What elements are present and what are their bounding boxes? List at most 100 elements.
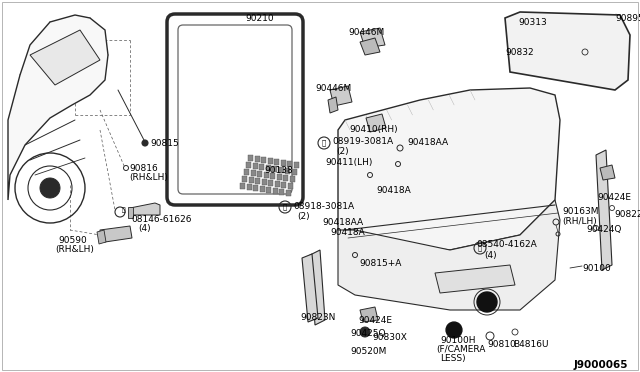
- Text: B4816U: B4816U: [513, 340, 548, 349]
- Text: (F/CAMERA: (F/CAMERA: [436, 345, 485, 354]
- Text: 90446M: 90446M: [348, 28, 384, 37]
- Text: 90590: 90590: [58, 236, 87, 245]
- Bar: [253, 185, 258, 190]
- Text: 90895: 90895: [615, 14, 640, 23]
- Text: 90100: 90100: [582, 264, 611, 273]
- Text: (4): (4): [484, 251, 497, 260]
- Text: 90425Q: 90425Q: [350, 329, 385, 338]
- Polygon shape: [100, 226, 132, 242]
- Bar: [281, 182, 286, 187]
- Bar: [255, 178, 260, 183]
- FancyBboxPatch shape: [178, 25, 292, 194]
- Polygon shape: [366, 114, 386, 132]
- Bar: [274, 159, 279, 164]
- Bar: [272, 166, 277, 171]
- Text: (2): (2): [336, 147, 349, 156]
- Text: 08540-4162A: 08540-4162A: [476, 240, 537, 249]
- Polygon shape: [338, 88, 560, 250]
- Text: 90830X: 90830X: [372, 333, 407, 342]
- Bar: [268, 158, 273, 164]
- Text: (RH/LH): (RH/LH): [562, 217, 596, 226]
- Bar: [278, 167, 284, 173]
- Bar: [279, 189, 284, 195]
- Circle shape: [360, 327, 370, 337]
- Text: 90411(LH): 90411(LH): [325, 158, 372, 167]
- Text: 08919-3081A: 08919-3081A: [332, 137, 393, 146]
- Text: 90446M: 90446M: [315, 84, 351, 93]
- Polygon shape: [360, 38, 380, 55]
- Text: 90424Q: 90424Q: [586, 225, 621, 234]
- Bar: [287, 161, 292, 167]
- Text: 90313: 90313: [518, 18, 547, 27]
- Text: J9000065: J9000065: [573, 360, 628, 370]
- Bar: [285, 168, 290, 173]
- Bar: [248, 177, 253, 183]
- Bar: [264, 172, 269, 177]
- Bar: [268, 180, 273, 186]
- Polygon shape: [310, 250, 325, 325]
- Circle shape: [477, 292, 497, 312]
- Bar: [266, 165, 271, 170]
- Bar: [255, 156, 259, 161]
- Bar: [246, 162, 251, 167]
- Text: 90823N: 90823N: [300, 313, 335, 322]
- Bar: [248, 155, 253, 160]
- Text: LESS): LESS): [440, 354, 466, 363]
- Polygon shape: [97, 230, 106, 244]
- Text: 90520M: 90520M: [350, 347, 387, 356]
- Text: 08146-61626: 08146-61626: [131, 215, 191, 224]
- Text: Ⓡ: Ⓡ: [122, 207, 125, 213]
- Bar: [289, 176, 294, 182]
- Polygon shape: [600, 165, 615, 180]
- Bar: [246, 184, 252, 189]
- Polygon shape: [130, 203, 160, 215]
- Polygon shape: [505, 12, 630, 90]
- Bar: [287, 183, 292, 189]
- Text: (RH&LH): (RH&LH): [129, 173, 168, 182]
- Text: 90810: 90810: [487, 340, 516, 349]
- Bar: [285, 190, 291, 196]
- Polygon shape: [330, 86, 352, 106]
- Text: 90816: 90816: [129, 164, 157, 173]
- Text: 08918-3081A: 08918-3081A: [293, 202, 354, 211]
- Text: 90815+A: 90815+A: [359, 259, 401, 268]
- Polygon shape: [360, 28, 385, 48]
- Bar: [270, 173, 275, 179]
- Text: Ⓝ: Ⓝ: [322, 140, 326, 146]
- Bar: [275, 181, 280, 186]
- Bar: [257, 171, 262, 176]
- FancyBboxPatch shape: [167, 14, 303, 205]
- Text: Ⓝ: Ⓝ: [283, 204, 287, 210]
- Text: 90410(RH): 90410(RH): [349, 125, 397, 134]
- Bar: [242, 176, 247, 182]
- Text: 90418A: 90418A: [330, 228, 365, 237]
- Bar: [261, 157, 266, 163]
- Bar: [280, 160, 285, 166]
- Bar: [291, 169, 296, 174]
- Polygon shape: [360, 307, 378, 322]
- Polygon shape: [435, 265, 515, 293]
- Text: 90100H: 90100H: [440, 336, 476, 345]
- Polygon shape: [8, 15, 108, 200]
- Text: 90424E: 90424E: [597, 193, 631, 202]
- Bar: [244, 169, 249, 174]
- Polygon shape: [338, 200, 560, 310]
- Polygon shape: [128, 207, 133, 218]
- Text: 90832: 90832: [505, 48, 534, 57]
- Polygon shape: [596, 150, 612, 270]
- Bar: [240, 183, 245, 189]
- Text: 90163M: 90163M: [562, 207, 598, 216]
- Polygon shape: [328, 97, 338, 113]
- Polygon shape: [302, 254, 318, 322]
- Bar: [276, 174, 282, 180]
- Bar: [273, 188, 278, 193]
- Bar: [259, 164, 264, 170]
- Text: (RH&LH): (RH&LH): [55, 245, 94, 254]
- Bar: [262, 179, 266, 185]
- Text: 90210: 90210: [245, 14, 274, 23]
- Circle shape: [446, 322, 462, 338]
- Circle shape: [142, 140, 148, 146]
- Text: 90418AA: 90418AA: [322, 218, 363, 227]
- Bar: [253, 163, 257, 169]
- Bar: [283, 175, 288, 180]
